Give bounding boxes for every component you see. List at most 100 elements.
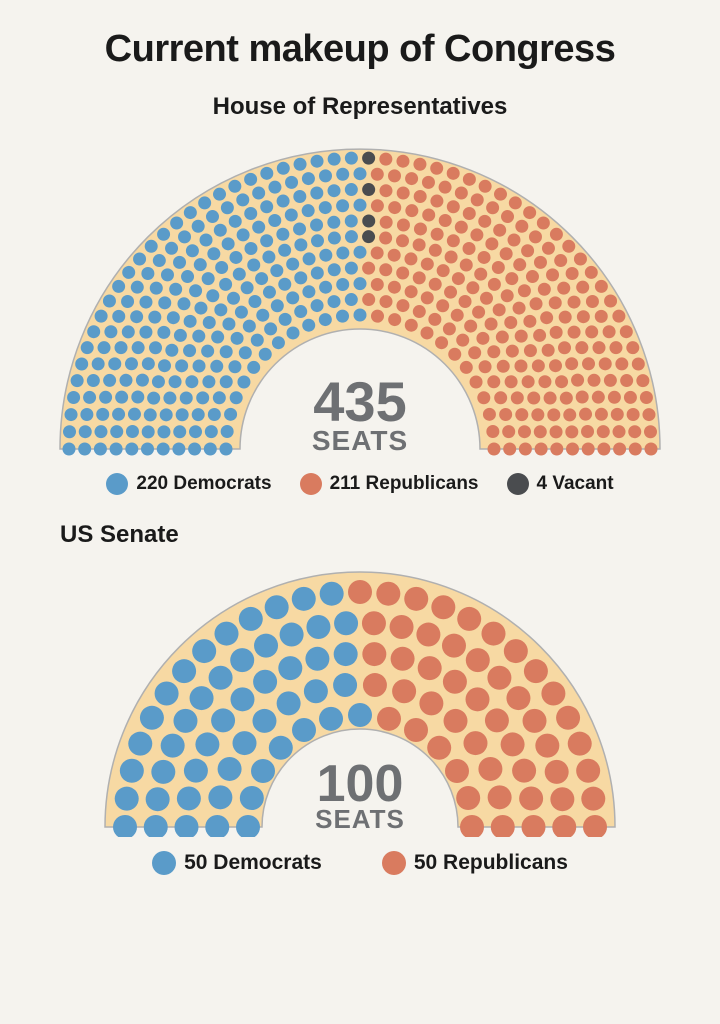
seat-dot [538,283,551,296]
seat-dot [189,425,202,438]
seat-dot [537,217,550,230]
seat-dot [194,302,207,315]
seat-dot [161,734,185,758]
seat-dot [518,284,531,297]
seat-dot [239,607,263,631]
seat-dot [354,246,367,259]
house-seat-label: 435 SEATS [312,377,408,453]
seat-dot [388,281,401,294]
seat-dot [202,272,215,285]
seat-dot [457,607,481,631]
seat-dot [371,310,384,323]
legend-swatch [106,473,128,495]
seat-dot [81,341,94,354]
seat-dot [183,344,196,357]
legend-swatch [507,473,529,495]
seat-dot [142,425,155,438]
seat-dot [447,167,460,180]
seat-dot [230,687,254,711]
seat-dot [302,204,315,217]
seat-dot [320,582,344,606]
seat-dot [507,234,520,247]
seat-dot [447,234,460,247]
seat-dot [542,344,555,357]
seat-dot [586,295,599,308]
seat-dot [524,344,537,357]
seat-dot [534,425,547,438]
seat-dot [214,303,227,316]
seat-dot [468,346,481,359]
seat-dot [376,582,400,606]
seat-dot [479,180,492,193]
seat-dot [319,201,332,214]
seat-dot [414,222,427,235]
seat-dot [203,316,216,329]
house-chart-wrap: 435 SEATS [30,129,690,459]
seat-dot [513,258,526,271]
seat-dot [172,659,196,683]
seat-dot [158,296,171,309]
seat-dot [215,261,228,274]
seat-dot [430,195,443,208]
seat-dot [363,673,387,697]
seat-dot [416,623,440,647]
seat-dot [380,216,393,229]
seat-dot [487,666,511,690]
seat-dot [253,670,277,694]
seat-dot [421,291,434,304]
seat-dot [521,244,534,257]
seat-dot [547,408,560,421]
seat-dot [173,256,186,269]
seat-dot [371,168,384,181]
seat-dot [362,230,375,243]
seat-dot [565,425,578,438]
seat-dot [99,391,112,404]
seat-dot [310,187,323,200]
seat-dot [177,297,190,310]
seat-dot [419,691,443,715]
seat-dot [396,299,409,312]
seat-dot [526,270,539,283]
seat-dot [169,283,182,296]
seat-dot [503,443,516,456]
seat-dot [515,220,528,233]
seat-dot [306,615,330,639]
seat-dot [556,706,580,730]
seat-dot [213,391,226,404]
seat-dot [120,759,144,783]
seat-dot [443,322,456,335]
seat-dot [405,172,418,185]
seat-dot [445,759,469,783]
seat-dot [214,224,227,237]
seat-dot [336,310,349,323]
seat-dot [603,325,616,338]
legend-item-republicans: 211 Republicans [300,473,479,495]
legend-swatch [300,473,322,495]
seat-dot [371,278,384,291]
seat-dot [477,391,490,404]
seat-dot [144,408,157,421]
seat-dot [515,408,528,421]
seat-dot [240,786,264,810]
seat-dot [549,359,562,372]
house-legend: 220 Democrats211 Republicans4 Vacant [30,473,690,495]
seat-dot [293,190,306,203]
seat-dot [286,258,299,271]
seat-dot [222,318,235,331]
seat-dot [220,345,233,358]
seat-dot [248,295,261,308]
seat-dot [531,408,544,421]
seat-dot [488,785,512,809]
seat-dot [71,374,84,387]
seat-dot [447,200,460,213]
seat-dot [470,228,483,241]
seat-dot [476,332,489,345]
seat-dot [397,218,410,231]
seat-dot [574,253,587,266]
seat-dot [533,329,546,342]
senate-seat-word: SEATS [315,808,405,831]
page-title: Current makeup of Congress [30,28,690,71]
seat-dot [636,374,649,387]
seat-dot [110,425,123,438]
seat-dot [205,425,218,438]
